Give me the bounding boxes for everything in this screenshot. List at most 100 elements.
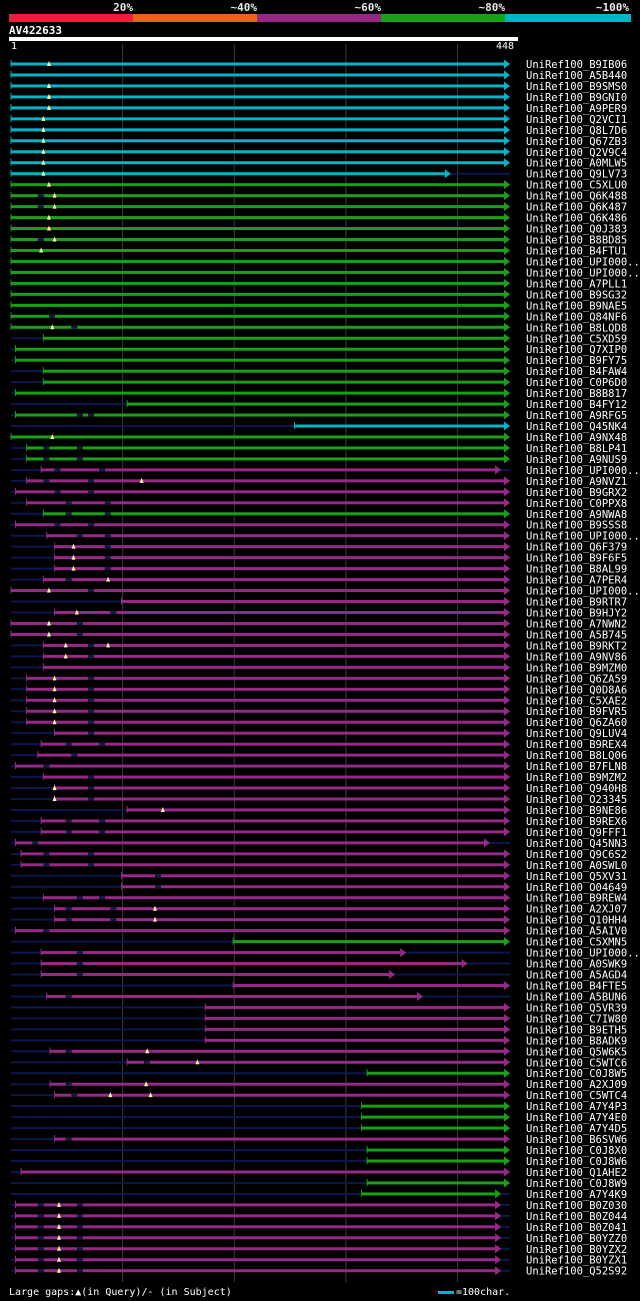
query-gap-marker bbox=[139, 477, 144, 483]
hit-arrow bbox=[504, 860, 510, 870]
hit-label: UniRef100_B9SG32 bbox=[526, 289, 627, 301]
hit-bar bbox=[15, 1247, 496, 1251]
query-gap-marker bbox=[63, 642, 68, 648]
hit-bar bbox=[41, 819, 505, 823]
hit-arrow bbox=[504, 575, 510, 585]
hit-bar bbox=[43, 512, 505, 516]
query-gap-marker bbox=[46, 587, 51, 593]
hit-bar bbox=[11, 621, 504, 625]
subject-gap-mark bbox=[48, 314, 55, 318]
query-gap-marker bbox=[46, 61, 51, 66]
query-gap-marker bbox=[39, 247, 44, 253]
hit-bar bbox=[11, 73, 504, 77]
hit-bar bbox=[205, 1027, 504, 1031]
subject-gap-mark bbox=[32, 841, 39, 845]
hit-label: UniRef100_Q9FFF1 bbox=[526, 827, 627, 839]
query-gap-marker bbox=[41, 170, 46, 176]
subject-gap-mark bbox=[99, 742, 106, 746]
hit-bar bbox=[54, 918, 504, 922]
hit-bar bbox=[43, 896, 505, 900]
hit-arrow bbox=[504, 432, 510, 442]
hit-label: UniRef100_C0J8X0 bbox=[526, 1145, 627, 1157]
hit-bar bbox=[50, 1082, 504, 1086]
hit-label: UniRef100_Q6ZA60 bbox=[526, 717, 627, 729]
hit-label: UniRef100_Q9LUV4 bbox=[526, 728, 627, 740]
subject-gap-mark bbox=[71, 325, 78, 329]
hit-label: UniRef100_B9GRX2 bbox=[526, 487, 627, 499]
hit-bar bbox=[43, 369, 505, 373]
hit-arrow bbox=[504, 245, 510, 255]
subject-gap-mark bbox=[110, 918, 117, 922]
hit-label: UniRef100_B9SMS0 bbox=[526, 81, 627, 93]
hit-bar bbox=[46, 994, 417, 998]
hit-label: UniRef100_Q6ZA59 bbox=[526, 673, 627, 685]
subject-gap-mark bbox=[99, 896, 106, 900]
hit-arrow bbox=[504, 421, 510, 431]
hit-arrow bbox=[504, 267, 510, 277]
subject-gap-mark bbox=[88, 786, 95, 790]
subject-gap-mark bbox=[88, 797, 95, 801]
hit-label: UniRef100_Q52S92 bbox=[526, 1266, 627, 1278]
subject-gap-mark bbox=[65, 501, 72, 505]
hit-bar bbox=[15, 1258, 496, 1262]
hit-bar bbox=[41, 742, 505, 746]
subject-gap-mark bbox=[37, 1258, 44, 1262]
hit-arrow bbox=[504, 1068, 510, 1078]
hit-bar bbox=[367, 1071, 504, 1075]
scale-bar bbox=[438, 1290, 454, 1294]
subject-gap-mark bbox=[88, 413, 95, 417]
hit-arrow bbox=[504, 1112, 510, 1122]
hit-arrow bbox=[504, 706, 510, 716]
hit-arrow bbox=[504, 937, 510, 947]
hit-bar bbox=[41, 962, 462, 966]
subject-gap-mark bbox=[65, 907, 72, 911]
hit-arrow bbox=[504, 827, 510, 837]
hit-arrow bbox=[504, 1101, 510, 1111]
subject-gap-mark bbox=[65, 578, 72, 582]
hit-bar bbox=[127, 402, 504, 406]
hit-arrow bbox=[504, 498, 510, 508]
hit-label: UniRef100_A2XJ07 bbox=[526, 904, 627, 916]
query-gap-marker bbox=[41, 159, 46, 165]
hit-label: UniRef100_A9RFG5 bbox=[526, 410, 627, 422]
hit-bar bbox=[15, 523, 504, 527]
hit-arrow bbox=[504, 783, 510, 793]
hit-label: UniRef100_B8AL99 bbox=[526, 564, 627, 576]
hit-label: UniRef100_A9NUS9 bbox=[526, 454, 627, 466]
hit-arrow bbox=[504, 915, 510, 925]
hit-arrow bbox=[504, 816, 510, 826]
hit-arrow bbox=[504, 1002, 510, 1012]
subject-gap-mark bbox=[76, 621, 83, 625]
hit-arrow bbox=[504, 553, 510, 563]
hit-label: UniRef100_B8ADK9 bbox=[526, 1035, 627, 1047]
hit-bar bbox=[43, 336, 505, 340]
hit-bar bbox=[11, 589, 504, 593]
subject-gap-mark bbox=[88, 676, 95, 680]
hit-arrow bbox=[504, 476, 510, 486]
hit-label: UniRef100_UPI000.. bbox=[526, 586, 640, 598]
hit-bar bbox=[11, 62, 504, 66]
hit-label: UniRef100_B9REW4 bbox=[526, 893, 627, 905]
hit-bar bbox=[41, 468, 496, 472]
query-gap-marker bbox=[46, 631, 51, 637]
hit-label: UniRef100_B0YZX1 bbox=[526, 1255, 627, 1267]
hit-label: UniRef100_A7NWN2 bbox=[526, 618, 627, 630]
hit-arrow bbox=[504, 147, 510, 157]
hit-bar bbox=[41, 973, 390, 977]
hit-bar bbox=[54, 1093, 504, 1097]
subject-gap-mark bbox=[37, 1225, 44, 1229]
hit-bar bbox=[15, 490, 504, 494]
hit-bar bbox=[41, 951, 401, 955]
subject-gap-mark bbox=[71, 753, 78, 757]
hit-label: UniRef100_A9NWA8 bbox=[526, 509, 627, 521]
hit-bar bbox=[361, 1104, 504, 1108]
query-gap-marker bbox=[46, 93, 51, 99]
legend-swatch-60 bbox=[257, 14, 381, 22]
query-gap-marker bbox=[50, 433, 55, 439]
gaps-legend: Large gaps:▲(in Query)/- (in Subject) bbox=[9, 1287, 232, 1298]
hit-bar bbox=[11, 281, 504, 285]
subject-gap-mark bbox=[88, 479, 95, 483]
hit-bar bbox=[15, 764, 504, 768]
hit-bar bbox=[11, 270, 504, 274]
subject-gap-mark bbox=[65, 994, 72, 998]
